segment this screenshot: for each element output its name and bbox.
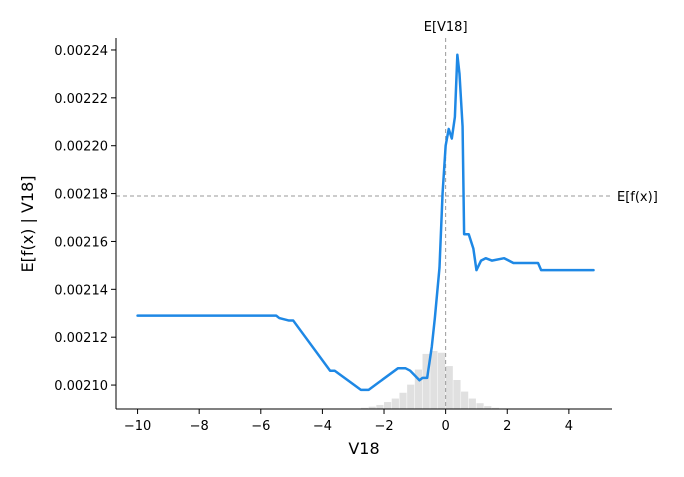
histogram-bar [468,398,476,409]
histogram-bar [407,384,415,409]
histogram-bar [437,352,446,409]
x-axis-title: V18 [348,439,379,458]
histogram-bar [484,406,492,409]
x-tick-label: −2 [374,419,393,434]
histogram-bar [445,366,453,409]
y-tick-label: 0.00214 [54,283,108,298]
histogram-bar [399,392,407,409]
histogram-bar [368,406,376,409]
histogram-bar [491,407,500,409]
histogram-bar [414,369,423,409]
histogram-bar [430,351,438,409]
histogram-bar [360,407,369,409]
x-tick-label: 0 [441,419,449,434]
histogram-bar [384,402,392,409]
ticks: −10 −8 −6 −4 −2 0 2 4 0.00210 0.00212 0.00214 0.002… [54,44,573,434]
x-tick-label: −8 [190,419,209,434]
y-axis-title: E[f(x) | V18] [18,175,37,272]
y-tick-label: 0.00224 [54,44,108,59]
histogram [360,351,500,409]
y-tick-label: 0.00218 [54,188,108,203]
x-tick-label: −6 [251,419,270,434]
reference-lines: E[V18] E[f(x)] [116,20,658,409]
histogram-bar [453,380,461,409]
series-line [136,53,595,392]
x-tick-label: −4 [313,419,332,434]
histogram-bar [376,404,384,409]
histogram-bar [476,403,484,409]
reference-label: E[f(x)] [617,190,658,205]
histogram-bar [461,391,469,409]
reference-label: E[V18] [424,20,468,35]
y-tick-label: 0.00220 [54,140,108,155]
y-tick-label: 0.00222 [54,92,108,107]
axes [115,38,612,410]
histogram-bar [422,353,430,409]
y-tick-label: 0.00212 [54,331,108,346]
x-tick-label: 2 [503,419,511,434]
y-tick-label: 0.00210 [54,379,108,394]
x-tick-label: −10 [124,419,151,434]
series-lines [136,53,595,392]
y-tick-label: 0.00216 [54,235,108,250]
histogram-bar [391,398,399,409]
x-tick-label: 4 [565,419,573,434]
